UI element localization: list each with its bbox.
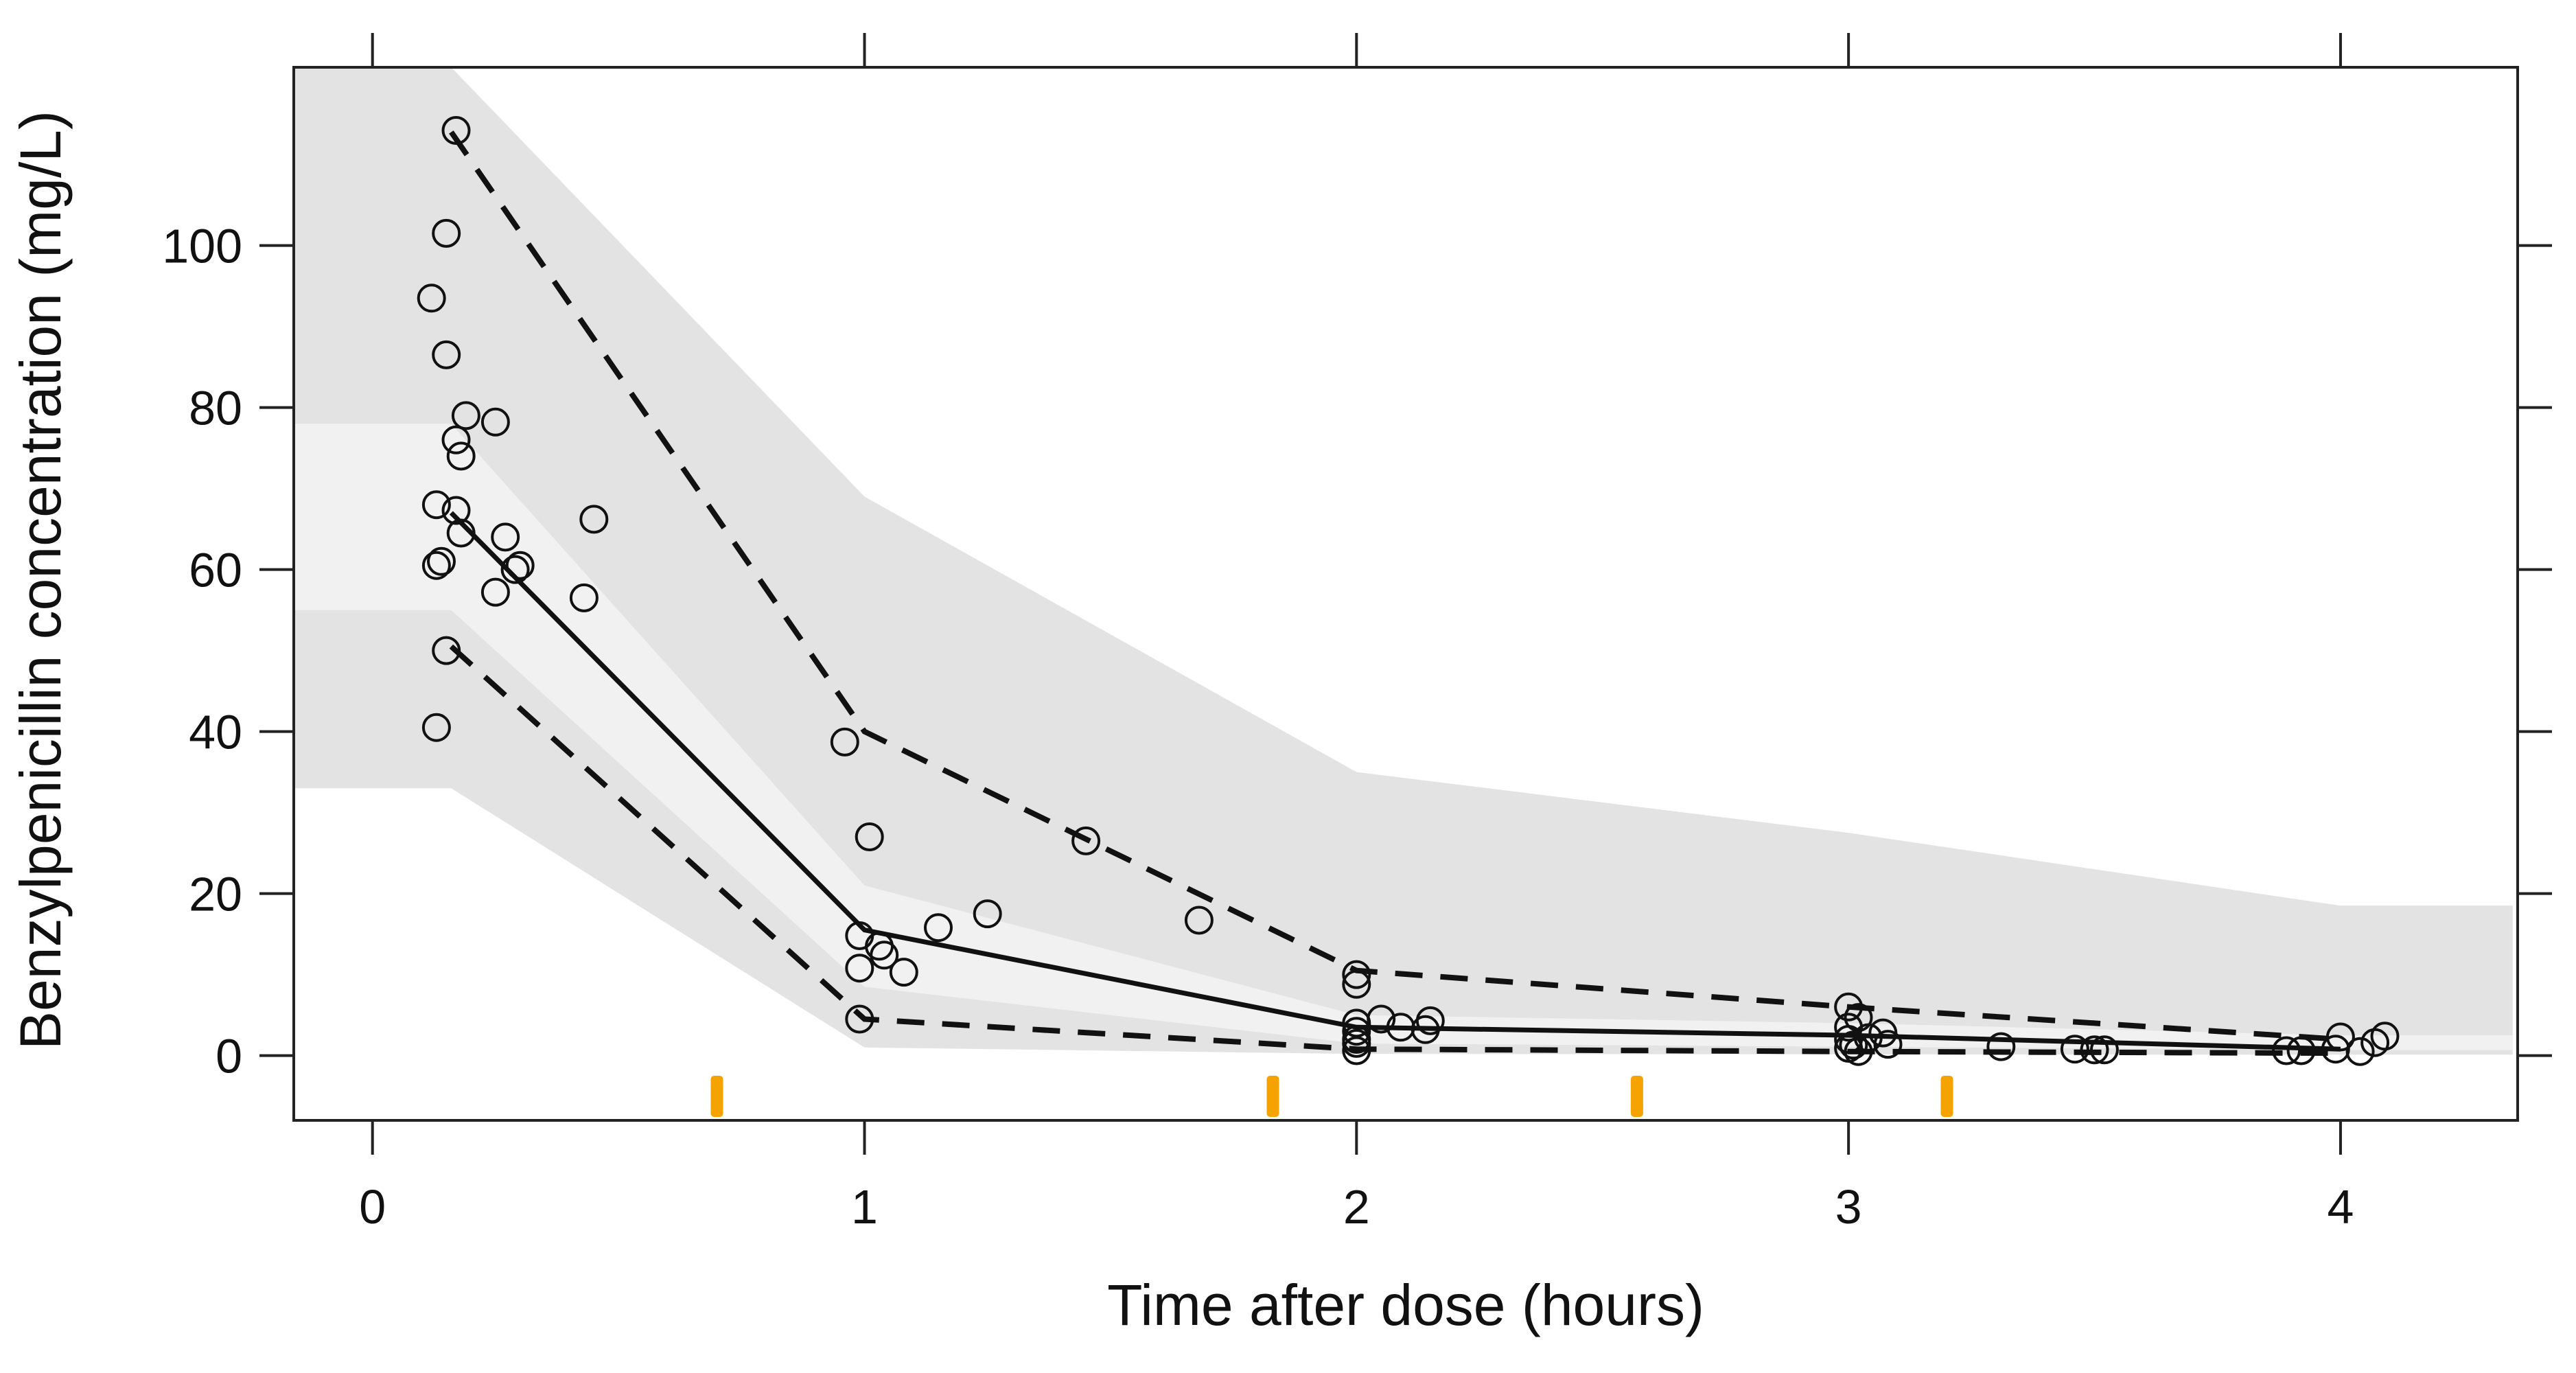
- y-tick-label: 0: [216, 1030, 242, 1083]
- upper-percentile-band: [294, 67, 2513, 1039]
- data-point: [569, 583, 599, 612]
- rug-marks: [710, 1076, 1953, 1117]
- y-axis-label: Benzylpenicillin concentration (mg/L): [8, 111, 73, 1050]
- data-point: [2325, 1022, 2355, 1052]
- percentile-dashed-line: [449, 644, 2341, 1057]
- data-point: [2286, 1036, 2316, 1065]
- median-band: [294, 424, 2513, 1050]
- data-point: [446, 518, 476, 548]
- y-tick-label: 100: [162, 220, 242, 273]
- data-point: [1342, 1036, 1371, 1065]
- data-point: [845, 954, 874, 983]
- data-point: [870, 941, 899, 970]
- y-tick-label: 20: [189, 868, 242, 921]
- data-point: [973, 899, 1002, 929]
- data-point: [441, 425, 471, 454]
- x-axis-label: Time after dose (hours): [1107, 1273, 1704, 1337]
- data-point: [441, 116, 471, 145]
- rug-mark: [1940, 1076, 1953, 1117]
- data-point: [889, 958, 918, 987]
- y-tick-label: 60: [189, 544, 242, 597]
- data-point: [855, 822, 884, 851]
- rug-mark: [710, 1076, 723, 1117]
- x-tick-label: 1: [851, 1180, 878, 1234]
- data-point: [421, 490, 451, 520]
- data-point: [1844, 1037, 1873, 1066]
- x-tick-label: 3: [1835, 1180, 1862, 1234]
- data-point: [432, 340, 461, 369]
- data-point: [432, 218, 461, 248]
- data-point: [491, 522, 520, 552]
- data-point: [427, 546, 456, 576]
- observed-points: [417, 116, 2400, 1066]
- data-point: [421, 713, 451, 742]
- data-point: [1184, 905, 1214, 935]
- data-point: [1411, 1015, 1440, 1044]
- data-point: [2080, 1035, 2109, 1065]
- data-point: [1071, 826, 1101, 855]
- data-point: [2272, 1036, 2301, 1065]
- x-tick-label: 4: [2327, 1180, 2354, 1234]
- plot-frame: [292, 66, 2519, 1122]
- data-point: [2345, 1037, 2375, 1066]
- data-point: [1873, 1030, 1903, 1059]
- data-point: [432, 636, 461, 665]
- data-point: [1986, 1032, 2016, 1061]
- data-point: [2060, 1035, 2089, 1064]
- data-point: [1342, 1028, 1371, 1058]
- prediction-interval-bands: [294, 67, 2513, 1055]
- data-point: [1342, 969, 1371, 999]
- x-tick-label: 2: [1343, 1180, 1370, 1234]
- data-point: [830, 727, 859, 757]
- data-point: [845, 1004, 874, 1034]
- data-point: [505, 551, 535, 580]
- data-point: [451, 401, 480, 430]
- data-point: [1342, 1008, 1371, 1038]
- data-point: [480, 577, 510, 607]
- data-point: [1839, 1030, 1868, 1060]
- rug-mark: [1630, 1076, 1643, 1117]
- data-point: [446, 441, 476, 471]
- data-point: [417, 284, 446, 313]
- rug-mark: [1266, 1076, 1279, 1117]
- data-point: [1342, 960, 1371, 989]
- data-point: [1834, 992, 1864, 1022]
- x-tick-label: 0: [359, 1180, 386, 1234]
- y-tick-label: 80: [189, 382, 242, 435]
- data-point: [579, 505, 609, 534]
- y-tick-label: 40: [189, 706, 242, 759]
- data-point: [1342, 1017, 1371, 1046]
- data-point: [480, 407, 510, 437]
- data-point: [421, 551, 451, 580]
- data-point: [2370, 1022, 2400, 1051]
- data-point: [924, 913, 953, 943]
- data-point: [2089, 1035, 2119, 1065]
- data-point: [500, 555, 530, 584]
- data-point: [441, 496, 471, 525]
